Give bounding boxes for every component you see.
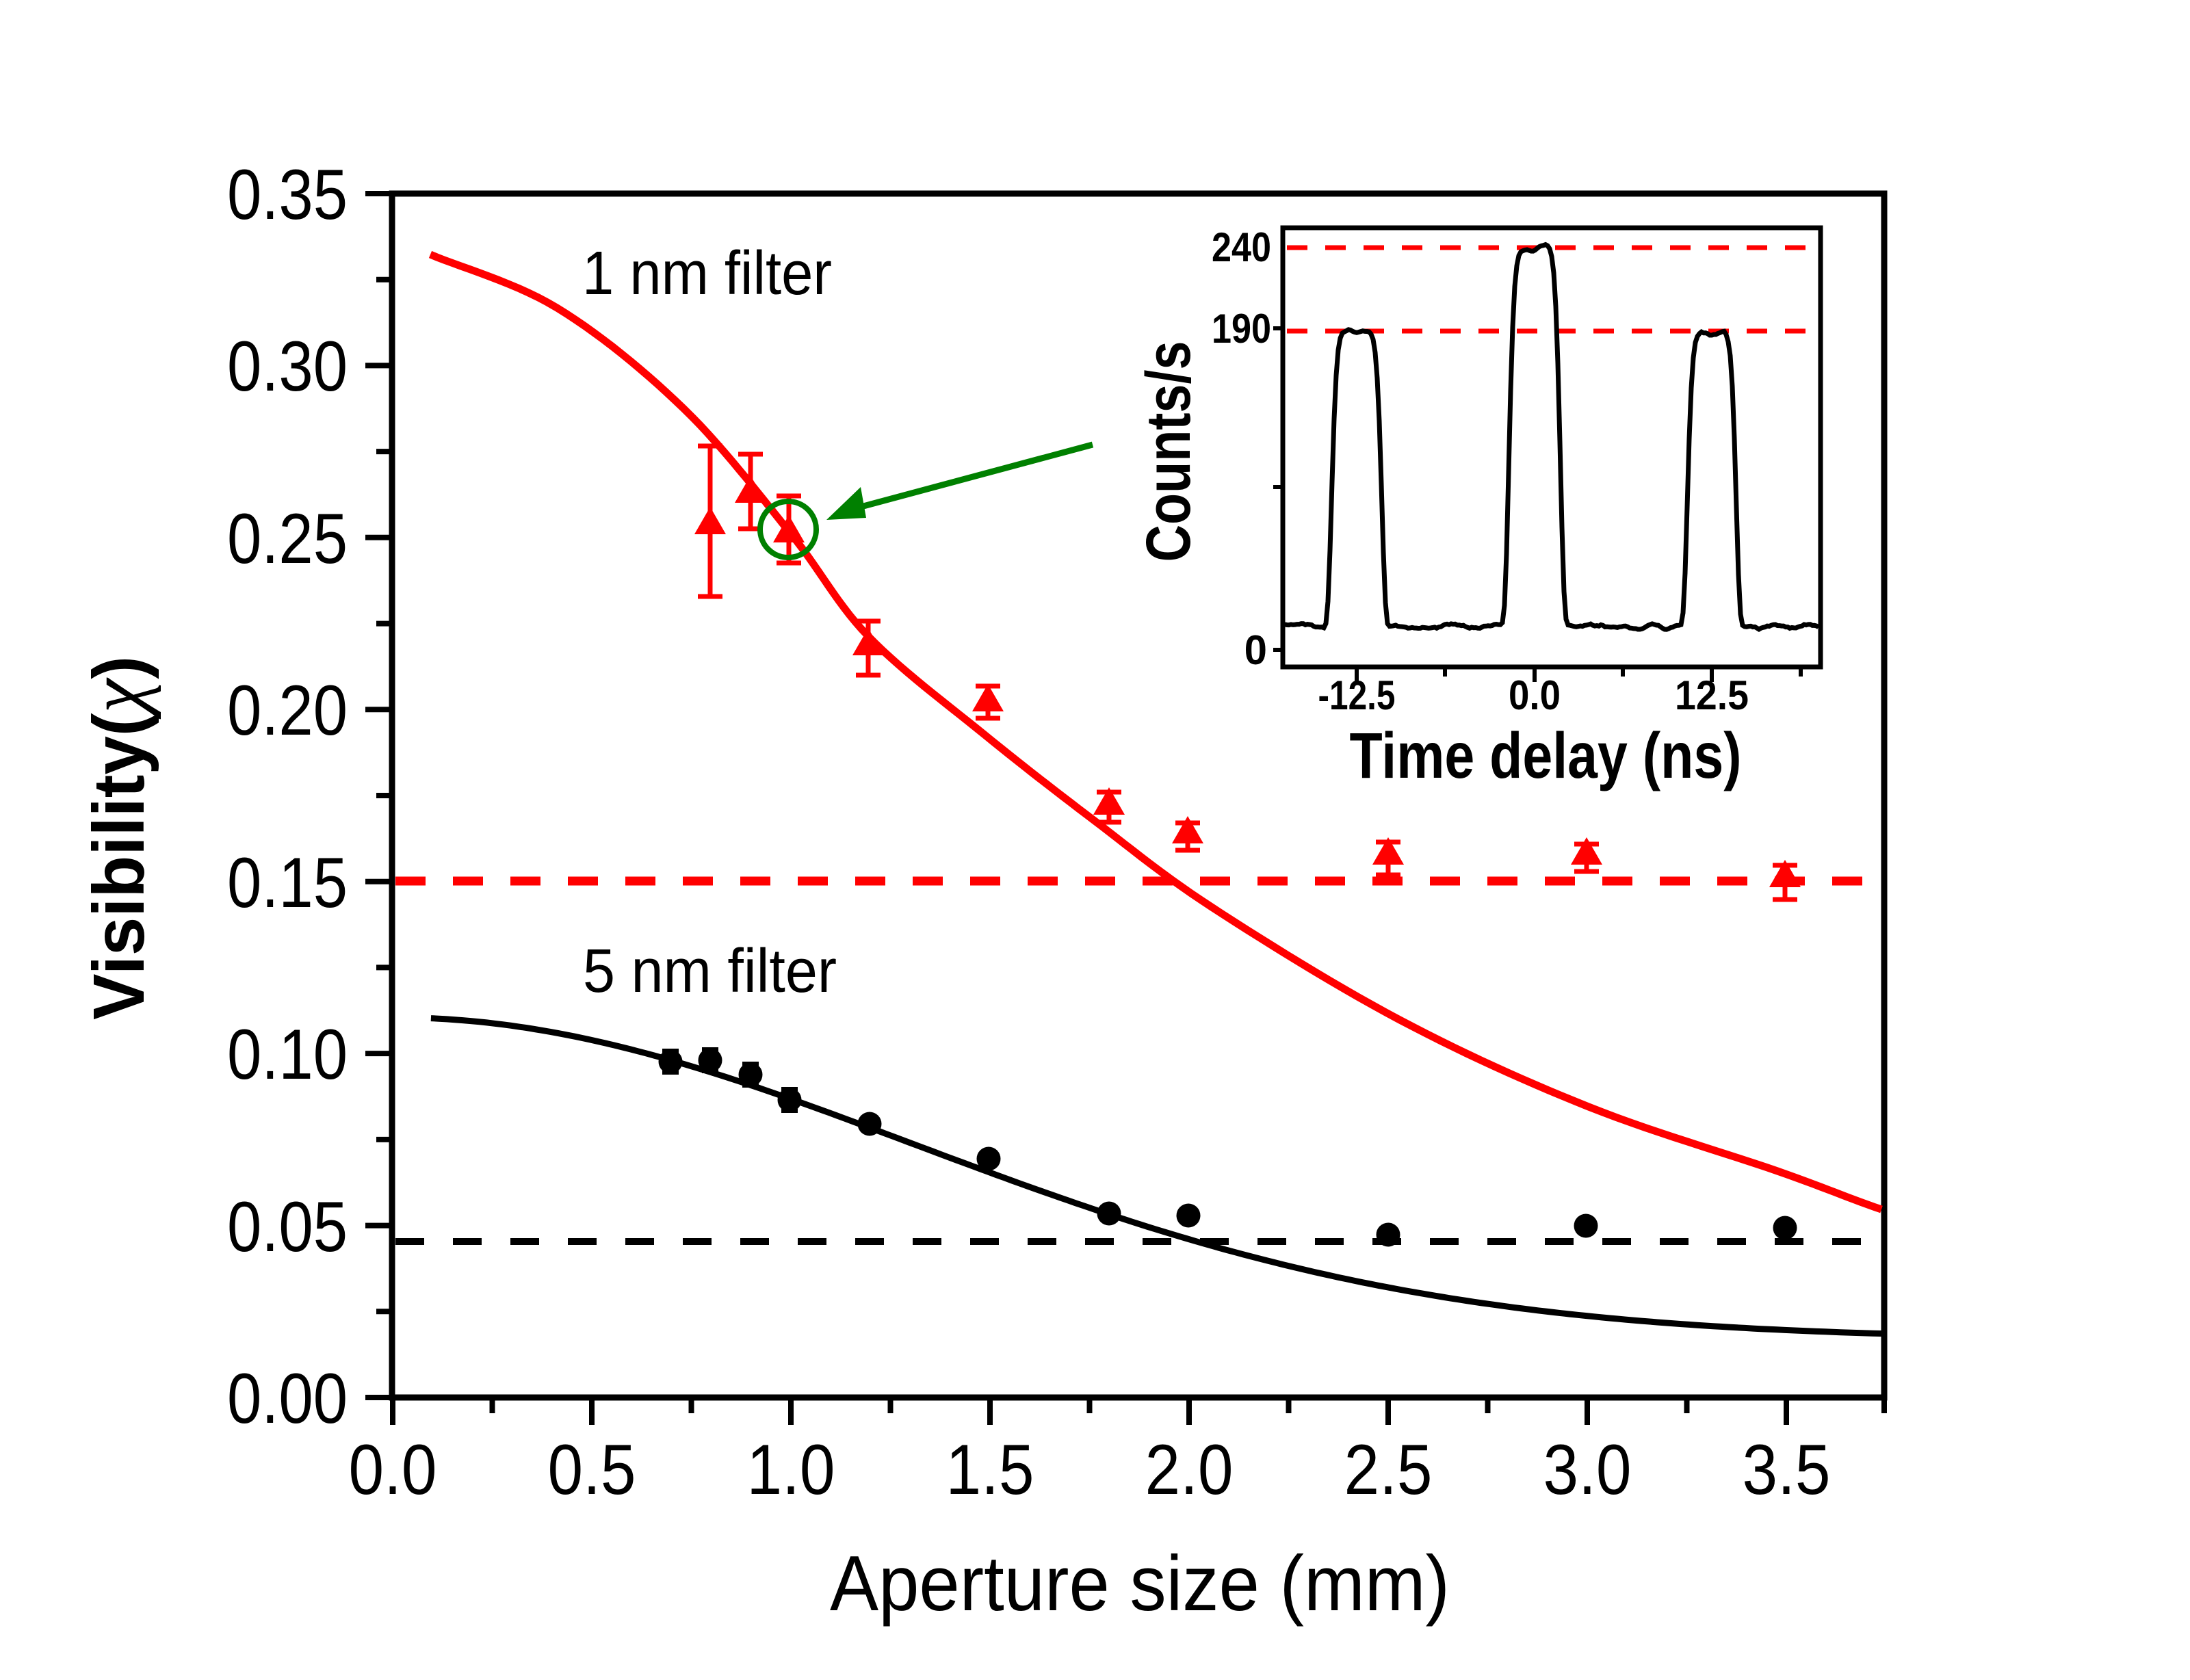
svg-text:Counts/s: Counts/s <box>1134 341 1203 562</box>
svg-text:0.00: 0.00 <box>227 1359 348 1439</box>
svg-text:0.30: 0.30 <box>227 327 348 406</box>
svg-text:2.0: 2.0 <box>1145 1430 1234 1510</box>
svg-text:0.0: 0.0 <box>1509 672 1561 718</box>
svg-text:Visibility(χ): Visibility(χ) <box>72 656 161 1020</box>
svg-text:3.5: 3.5 <box>1743 1430 1831 1510</box>
svg-text:12.5: 12.5 <box>1675 672 1749 718</box>
svg-text:0.25: 0.25 <box>227 499 348 579</box>
svg-text:240: 240 <box>1212 224 1271 270</box>
svg-text:0.0: 0.0 <box>349 1430 437 1510</box>
svg-text:0.10: 0.10 <box>227 1015 348 1094</box>
svg-text:1 nm filter: 1 nm filter <box>582 239 832 308</box>
svg-text:2.5: 2.5 <box>1344 1430 1433 1510</box>
svg-text:0.05: 0.05 <box>227 1187 348 1267</box>
svg-text:0.5: 0.5 <box>548 1430 636 1510</box>
svg-text:-12.5: -12.5 <box>1318 672 1396 718</box>
svg-text:3.0: 3.0 <box>1543 1430 1632 1510</box>
svg-text:0: 0 <box>1244 627 1267 673</box>
svg-text:5 nm filter: 5 nm filter <box>583 937 837 1006</box>
svg-text:Aperture size (mm): Aperture size (mm) <box>830 1540 1450 1627</box>
svg-text:0.35: 0.35 <box>227 155 348 235</box>
svg-text:Time delay (ns): Time delay (ns) <box>1350 720 1742 792</box>
svg-text:190: 190 <box>1212 306 1271 352</box>
svg-text:0.15: 0.15 <box>227 843 348 923</box>
svg-text:1.5: 1.5 <box>946 1430 1034 1510</box>
svg-text:0.20: 0.20 <box>227 671 348 750</box>
svg-text:1.0: 1.0 <box>747 1430 835 1510</box>
